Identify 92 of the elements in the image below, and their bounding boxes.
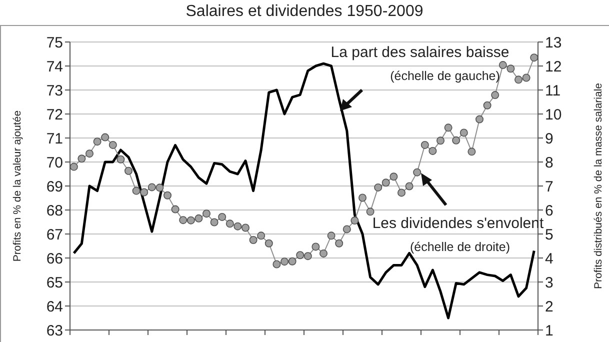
point (514, 76, 522, 84)
point (132, 186, 140, 195)
y-axis-title: Profits en % de la valeur ajoutée (12, 110, 24, 262)
point (264, 239, 273, 248)
point (476, 115, 484, 124)
point (428, 146, 437, 155)
annotation: La part des salaires baisse (330, 44, 510, 61)
point (218, 212, 226, 221)
point (288, 257, 296, 266)
point (304, 252, 312, 260)
y-tick-label: 64 (46, 298, 63, 316)
point (506, 64, 515, 73)
point (374, 183, 382, 192)
point (382, 178, 390, 187)
y-tick-label: 63 (46, 322, 63, 340)
y-tick-label: 67 (46, 226, 63, 244)
y2-tick-label: 13 (545, 34, 562, 52)
point (108, 140, 117, 149)
y-tick-label: 69 (46, 178, 63, 196)
point (148, 183, 156, 192)
point (444, 124, 452, 132)
point (530, 54, 538, 62)
point (140, 188, 148, 196)
point (194, 214, 203, 222)
point (320, 249, 328, 258)
y-tick-label: 74 (46, 58, 63, 76)
y2-tick-label: 11 (545, 82, 561, 100)
point (327, 232, 336, 240)
chart-title: Salaires et dividendes 1950-2009 (184, 3, 424, 21)
point (483, 101, 492, 110)
y-tick-label: 70 (46, 154, 63, 172)
annotation: (échelle de droite) (410, 240, 510, 254)
point (101, 133, 110, 142)
point (390, 172, 398, 181)
y2-tick-label: 3 (545, 274, 554, 292)
point (522, 74, 530, 82)
point (468, 148, 476, 156)
point (78, 154, 86, 163)
point (234, 222, 242, 230)
point (366, 208, 374, 216)
point (179, 216, 188, 224)
point (491, 91, 500, 100)
y2-tick-label: 12 (545, 58, 562, 76)
y2-tick-label: 2 (545, 298, 554, 316)
point (86, 150, 94, 158)
point (358, 194, 366, 202)
y-tick-label: 72 (46, 106, 63, 124)
point (156, 184, 164, 192)
point (124, 166, 132, 175)
point (116, 155, 125, 164)
point (280, 258, 288, 266)
point (93, 138, 102, 146)
point (272, 260, 281, 268)
point (405, 182, 414, 190)
point (242, 224, 250, 232)
y2-tick-label: 8 (545, 154, 554, 172)
point (312, 242, 320, 251)
point (257, 232, 266, 240)
point (342, 225, 351, 234)
y2-tick-label: 4 (545, 250, 554, 268)
y-tick-label: 68 (46, 202, 63, 220)
point (210, 218, 218, 226)
point (452, 136, 460, 144)
point (296, 251, 304, 260)
y2-tick-label: 9 (545, 130, 554, 148)
y2-tick-label: 1 (545, 322, 554, 340)
annotation: (échelle de gauche) (390, 69, 500, 83)
y-tick-label: 75 (46, 34, 63, 52)
point (249, 236, 258, 244)
point (202, 210, 210, 218)
point (186, 216, 195, 224)
y2-tick-label: 10 (545, 106, 562, 124)
y-tick-label: 66 (46, 250, 63, 268)
y2-tick-label: 6 (545, 202, 554, 220)
point (70, 162, 78, 171)
point (350, 216, 359, 225)
y-tick-label: 73 (46, 82, 63, 100)
point (413, 168, 422, 176)
y2-axis-title: Profits distribués en % de la masse salariale (592, 82, 605, 290)
point (460, 128, 468, 137)
point (436, 136, 444, 145)
point (498, 61, 507, 70)
y2-tick-label: 5 (545, 226, 554, 244)
point (164, 191, 172, 200)
point (226, 220, 234, 228)
y2-tick-label: 7 (545, 178, 554, 196)
point (420, 140, 429, 149)
point (171, 205, 180, 214)
point (398, 188, 406, 197)
y-tick-label: 65 (46, 274, 63, 292)
point (335, 239, 344, 248)
y-tick-label: 71 (46, 130, 63, 148)
